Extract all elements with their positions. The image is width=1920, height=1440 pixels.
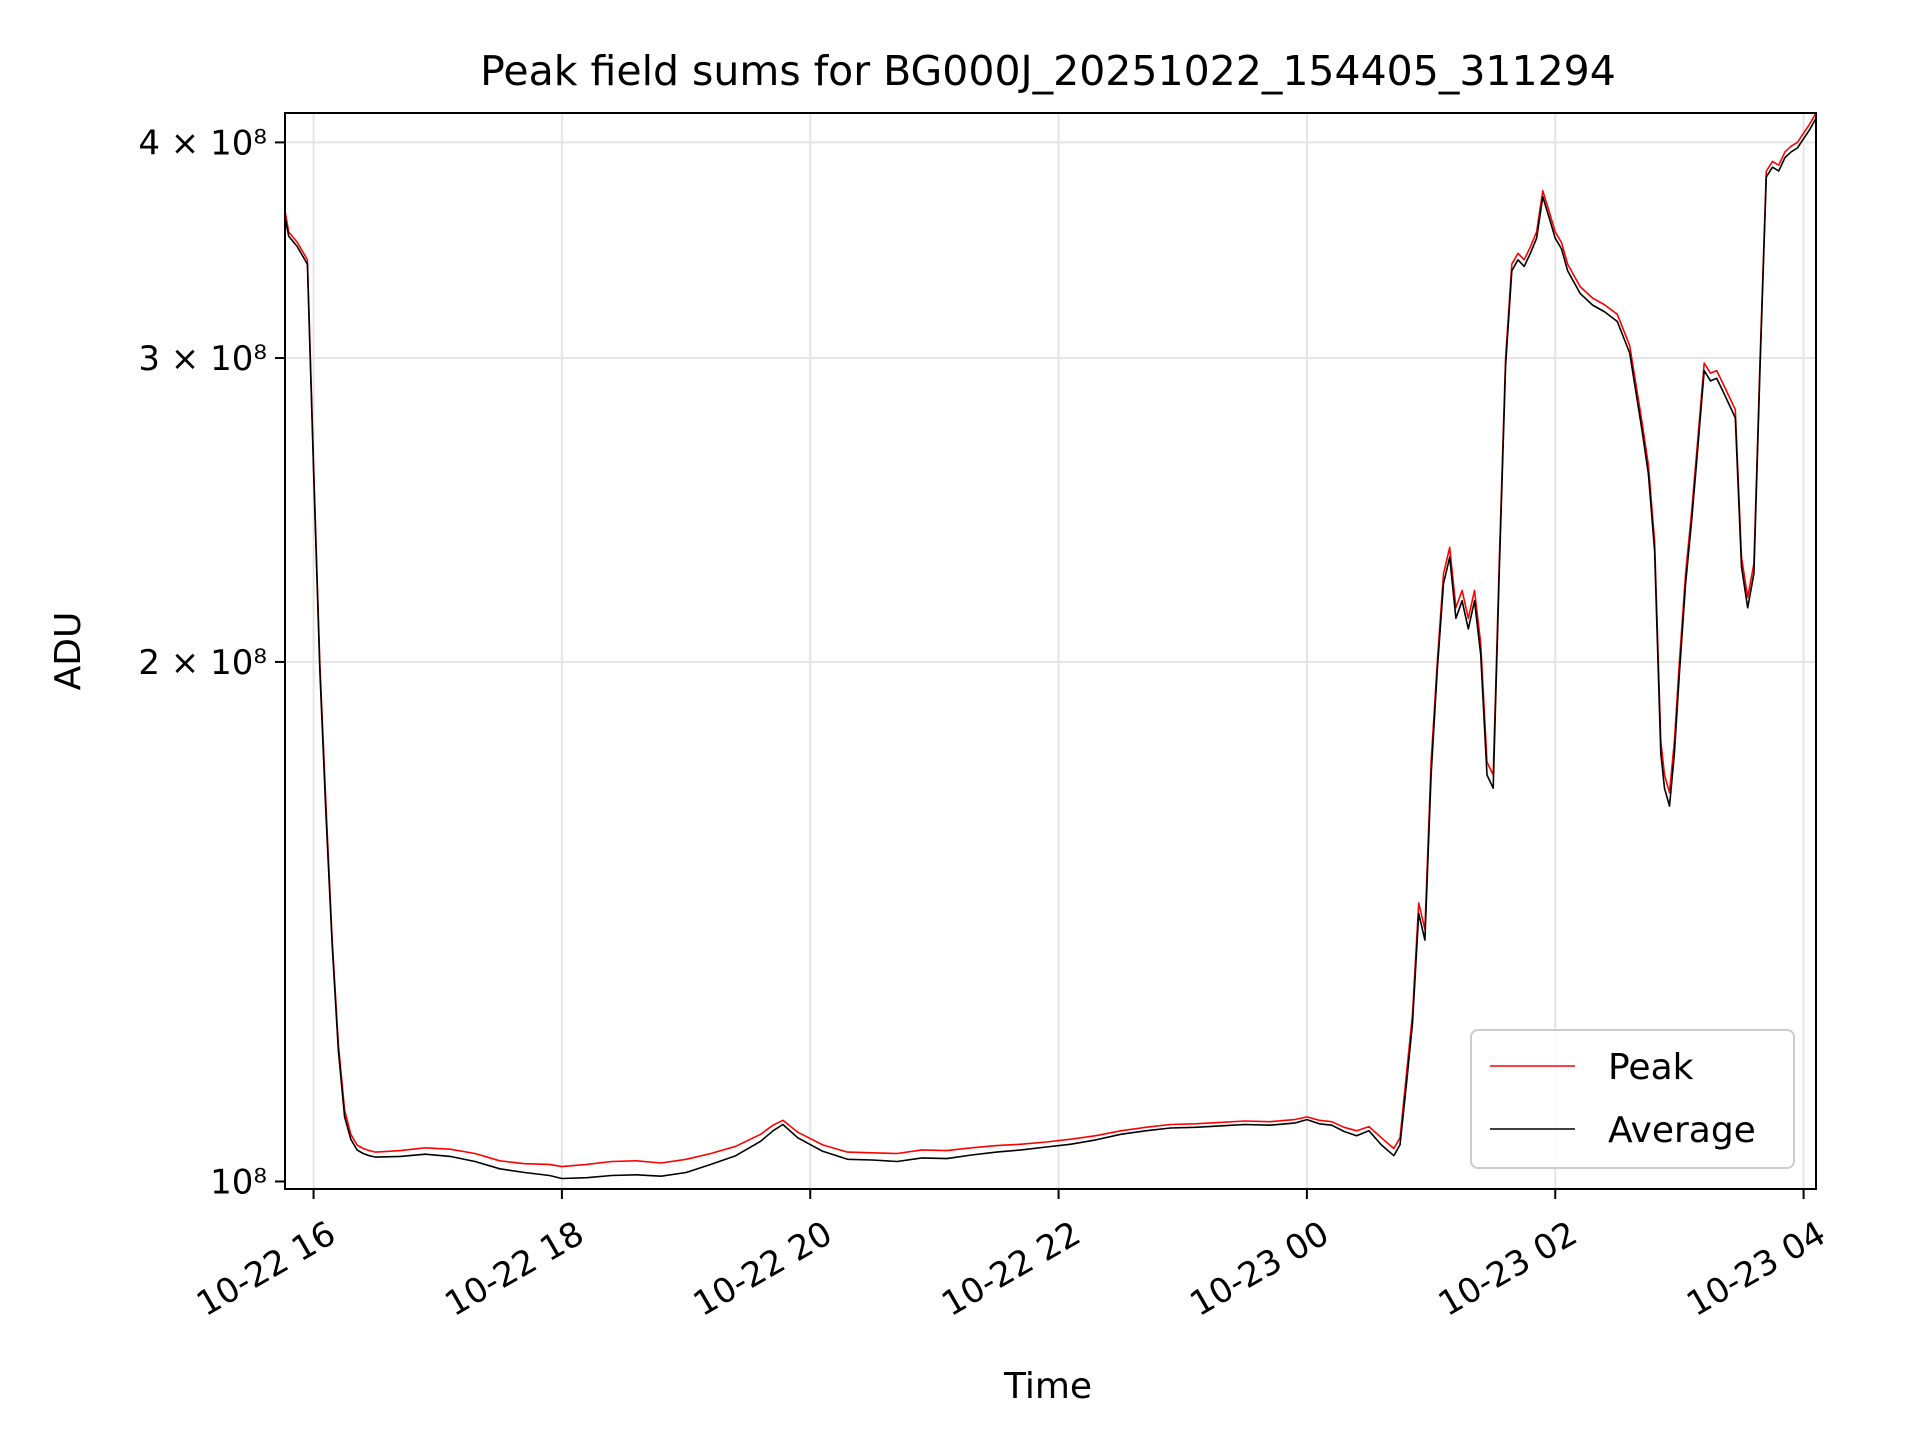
- grid: [285, 113, 1816, 1189]
- y-tick-label: 4 × 10⁸: [138, 123, 267, 163]
- x-axis-label: Time: [1003, 1366, 1092, 1407]
- chart-title: Peak field sums for BG000J_20251022_1544…: [480, 47, 1616, 95]
- series-layer: [284, 112, 1817, 1180]
- plot-frame: [284, 112, 1817, 1190]
- y-tick-label: 2 × 10⁸: [138, 643, 267, 683]
- y-tick-label: 3 × 10⁸: [138, 339, 267, 379]
- legend-box: [1470, 1029, 1795, 1169]
- legend-label-average: Average: [1608, 1110, 1756, 1151]
- series-line-average: [284, 118, 1817, 1180]
- legend: Peak Average: [1470, 1029, 1795, 1169]
- y-axis-label: ADU: [48, 612, 89, 691]
- legend-label-peak: Peak: [1608, 1047, 1694, 1088]
- y-tick-label: 10⁸: [210, 1162, 267, 1202]
- y-axis: 10⁸ 2 × 10⁸ 3 × 10⁸ 4 × 10⁸: [138, 123, 285, 1202]
